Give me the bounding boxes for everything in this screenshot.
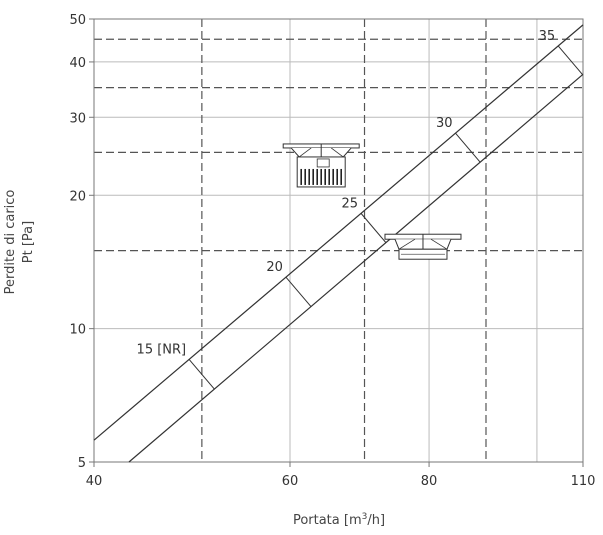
x-tick-label-40: 40	[86, 474, 103, 489]
y-tick-label-50: 50	[69, 13, 86, 28]
nr-layer: 15 [NR] 20 25 30 35	[137, 29, 584, 390]
y-axis-title-line1: Perdite di carico	[3, 190, 18, 295]
series-line-lower	[128, 73, 584, 463]
x-tick-label-60: 60	[282, 474, 299, 489]
x-tick-label-80: 80	[421, 474, 438, 489]
x-axis-title: Portata [m3/h]	[293, 512, 385, 528]
series-layer	[93, 24, 584, 463]
nr-marker-3	[455, 132, 481, 163]
nr-marker-1	[285, 276, 312, 307]
nr-label-4: 35	[539, 29, 556, 44]
y-tick-label-20: 20	[69, 189, 86, 204]
y-axis-title-line2: Pt [Pa]	[21, 221, 36, 263]
grid-layer	[93, 18, 584, 463]
nr-label-1: 20	[266, 260, 283, 275]
x-tick-label-110: 110	[571, 474, 596, 489]
y-tick-label-40: 40	[69, 56, 86, 71]
nr-label-0: 15 [NR]	[137, 342, 187, 357]
x-axis-title-superscript: 3	[362, 512, 368, 522]
x-axis-title-tail: /h]	[367, 513, 385, 528]
y-tick-label-10: 10	[69, 323, 86, 338]
y-tick-label-30: 30	[69, 111, 86, 126]
nr-marker-2	[360, 213, 387, 243]
ceiling-vent-tall-icon	[282, 143, 360, 188]
series-line-upper	[93, 24, 584, 441]
nr-label-2: 25	[342, 196, 359, 211]
nr-marker-4	[557, 45, 584, 75]
nr-marker-0	[188, 359, 215, 390]
x-axis-title-base: Portata [m	[293, 513, 362, 528]
plot-frame	[93, 18, 584, 463]
nr-label-3: 30	[436, 116, 453, 131]
y-tick-label-5: 5	[78, 456, 86, 471]
ceiling-vent-flat-icon	[384, 233, 462, 260]
tick-layer: 5 10 20 30 40 50 40 60 80 110	[69, 13, 595, 489]
